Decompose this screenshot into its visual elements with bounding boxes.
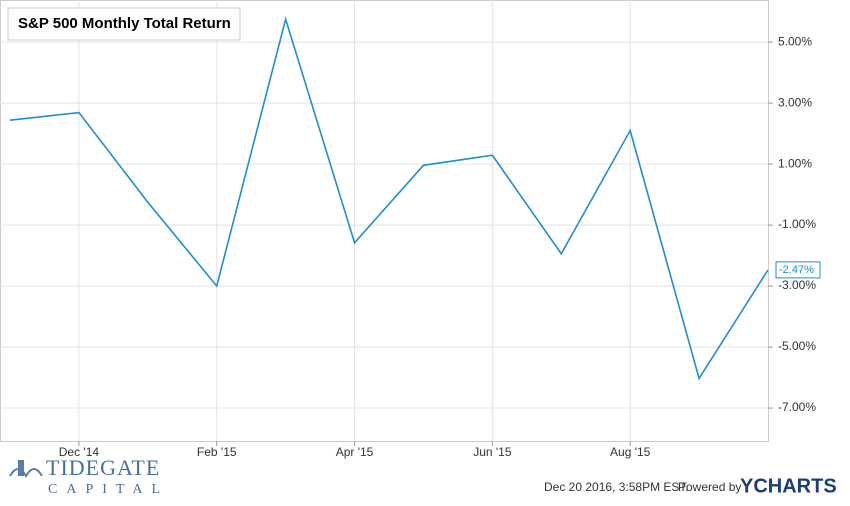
y-tick-label: -7.00% — [778, 400, 816, 414]
x-tick-label: Apr '15 — [336, 445, 374, 459]
y-tick-label: -1.00% — [778, 217, 816, 231]
y-tick-label: 5.00% — [778, 34, 812, 48]
logo-text: TIDEGATE — [46, 455, 160, 480]
chart-title: S&P 500 Monthly Total Return — [18, 15, 231, 32]
y-tick-label: -5.00% — [778, 339, 816, 353]
x-tick-label: Dec '14 — [59, 445, 100, 459]
timestamp: Dec 20 2016, 3:58PM EST. — [544, 480, 689, 494]
line — [9, 16, 769, 381]
x-tick-label: Jun '15 — [473, 445, 512, 459]
brand: YCHARTS — [740, 475, 837, 497]
value-label-box — [775, 261, 821, 279]
x-tick-label: Aug '15 — [610, 445, 651, 459]
x-tick-label: Feb '15 — [197, 445, 237, 459]
y-tick-label: -3.00% — [778, 278, 816, 292]
logo: TIDEGATE CAPITAL — [9, 455, 169, 497]
powered-by: Powered by — [678, 480, 741, 494]
title-box — [7, 7, 241, 41]
logo-waves — [9, 468, 43, 479]
value-label: -2.47% — [779, 264, 814, 276]
plot-area — [0, 0, 769, 442]
y-tick-label: 1.00% — [778, 156, 812, 170]
grid — [0, 0, 768, 441]
y-tick-label: 3.00% — [778, 95, 812, 109]
logo-subtext: CAPITAL — [48, 482, 169, 497]
logo-mark — [18, 460, 24, 476]
